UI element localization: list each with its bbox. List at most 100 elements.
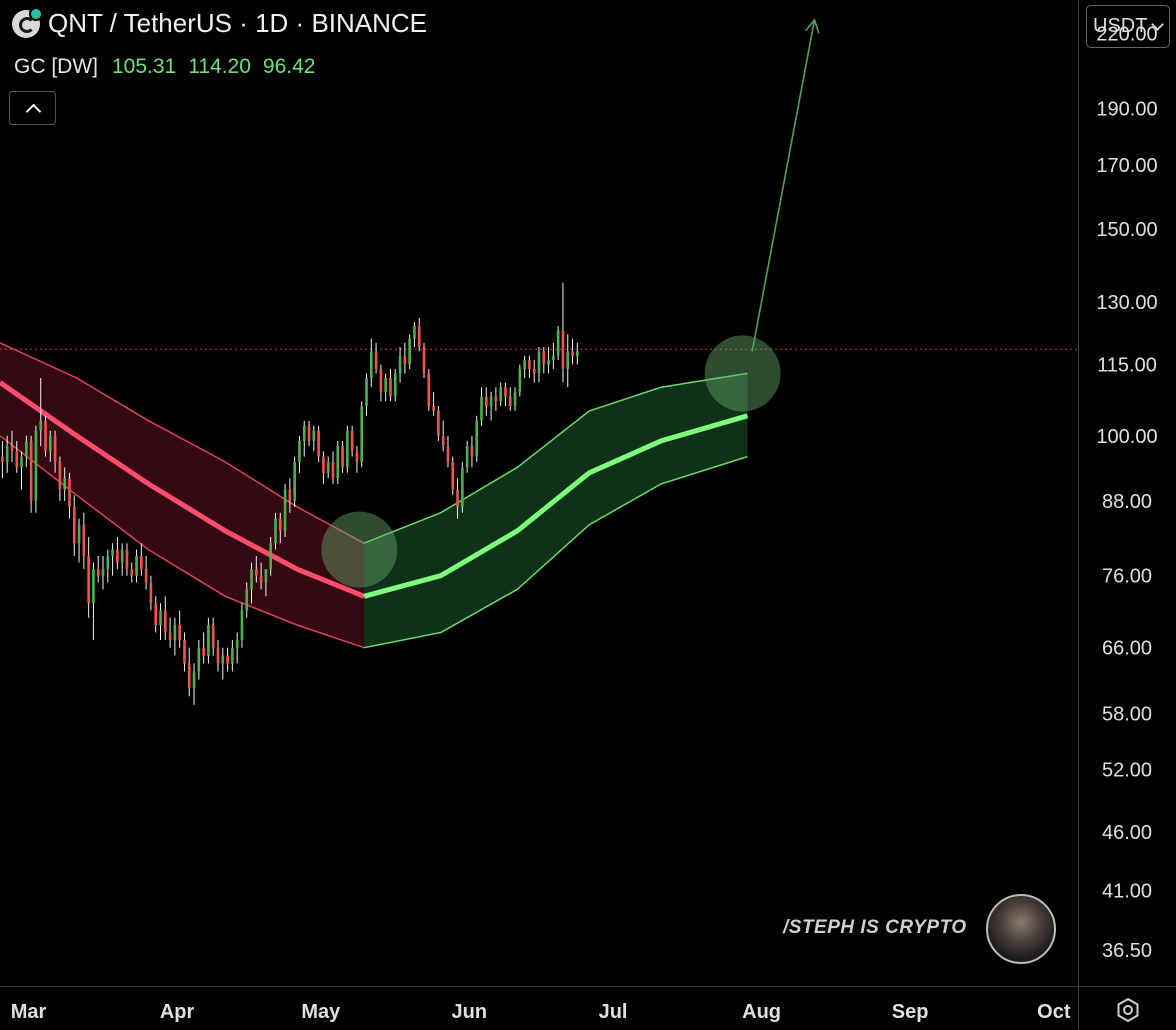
candle-body — [63, 478, 66, 490]
candle — [278, 512, 282, 544]
candle-body — [111, 549, 114, 557]
candle-body — [508, 396, 512, 407]
candle-body — [369, 351, 373, 378]
candle-body — [226, 655, 229, 664]
candle-body — [106, 556, 110, 570]
candle — [470, 435, 474, 468]
candle-body — [561, 330, 565, 369]
candle — [283, 483, 287, 537]
candle — [552, 342, 555, 369]
candle-body — [283, 489, 287, 531]
candle — [561, 282, 565, 383]
candle — [360, 401, 364, 468]
candle — [58, 456, 62, 501]
candle-body — [494, 396, 498, 402]
time-tick-label: May — [301, 1001, 341, 1023]
candle-body — [374, 351, 378, 369]
candle — [226, 647, 229, 672]
candle-body — [350, 430, 354, 452]
bullish-band-lower-line — [363, 455, 748, 649]
candle-body — [231, 647, 234, 664]
candle-body — [154, 603, 158, 626]
price-axis-divider — [1078, 0, 1079, 1030]
candle — [441, 420, 445, 452]
candle — [312, 425, 316, 452]
candle — [101, 556, 105, 590]
indicator-label: GC [DW] — [14, 55, 98, 78]
candle-body — [96, 569, 100, 576]
candle-body — [216, 647, 220, 664]
candle — [317, 425, 320, 462]
candle-body — [317, 430, 320, 457]
currency-select[interactable]: USDT — [1086, 5, 1170, 48]
candle — [465, 440, 469, 473]
candle-body — [135, 556, 138, 576]
candle — [39, 377, 43, 447]
candle — [398, 347, 402, 383]
candle — [384, 373, 388, 402]
candle-body — [547, 360, 550, 365]
candle — [53, 430, 57, 473]
candle-body — [302, 425, 306, 441]
candle — [456, 478, 459, 519]
candle — [576, 342, 579, 365]
price-tick-label: 58.00 — [1102, 704, 1152, 726]
candle-body — [34, 430, 38, 501]
candle-body — [532, 368, 536, 374]
candle-body — [274, 518, 277, 544]
time-tick-label: Jun — [452, 1001, 488, 1023]
candle-body — [432, 406, 435, 411]
candle — [451, 456, 455, 496]
candle — [566, 334, 570, 388]
candle — [322, 451, 325, 484]
candle — [173, 617, 177, 656]
candle — [341, 440, 344, 473]
candle-body — [523, 360, 526, 369]
candle — [178, 610, 181, 648]
candle — [326, 456, 330, 479]
indicator-legend[interactable]: GC [DW] 105.31 114.20 96.42 — [14, 55, 327, 79]
candle-body — [173, 625, 177, 641]
candle — [72, 495, 76, 557]
candle-body — [101, 569, 105, 576]
candle — [480, 387, 483, 426]
candle — [523, 355, 526, 378]
candle-body — [571, 351, 574, 356]
candle-body — [556, 330, 560, 356]
candle — [10, 430, 14, 462]
target-arrow-head — [805, 18, 820, 34]
price-tick-label: 130.00 — [1096, 292, 1157, 314]
price-tick-label: 220.00 — [1096, 24, 1157, 46]
candle — [288, 478, 292, 513]
candle-body — [39, 420, 43, 431]
candle-body — [116, 549, 119, 563]
bullish-band-upper-line — [363, 372, 748, 544]
candle — [149, 575, 153, 611]
candle — [489, 391, 493, 421]
candle — [379, 364, 383, 402]
candle-body — [221, 655, 225, 664]
candle-body — [355, 451, 359, 462]
candle-body — [25, 440, 28, 457]
candle-body — [77, 524, 81, 544]
candle — [77, 518, 81, 563]
settings-gear-icon[interactable] — [1115, 997, 1141, 1023]
candle-body — [470, 446, 474, 457]
price-tick-label: 88.00 — [1102, 491, 1152, 513]
candle-body — [250, 569, 253, 590]
candle — [346, 425, 349, 473]
candle-body — [441, 435, 445, 447]
candle-body — [87, 556, 90, 604]
time-tick-label: Mar — [11, 1001, 47, 1023]
candle-body — [202, 647, 205, 656]
candle — [48, 430, 52, 462]
candle — [331, 451, 335, 484]
candle — [15, 440, 19, 473]
candle-body — [576, 351, 579, 356]
candle — [63, 467, 66, 501]
collapse-legend-button[interactable] — [9, 91, 56, 125]
price-tick-label: 100.00 — [1096, 426, 1157, 448]
symbol-title[interactable]: QNT / TetherUS · 1D · BINANCE — [48, 8, 428, 38]
price-tick-label: 46.00 — [1102, 822, 1152, 844]
